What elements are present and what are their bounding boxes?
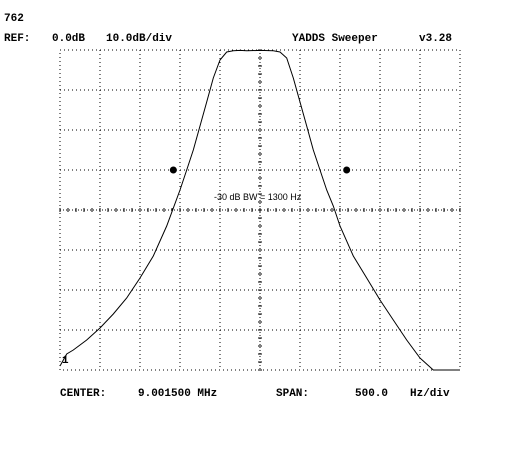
app-version: v3.28 (419, 33, 453, 45)
app-title: YADDS Sweeper (292, 33, 378, 45)
center-frequency: 9.001500 MHz (138, 388, 218, 400)
response-trace (59, 49, 460, 371)
trace-markers (169, 166, 351, 174)
ref-label: REF: (4, 33, 31, 45)
trace-marker-label: 1 (62, 355, 69, 367)
bandwidth-annotation: -30 dB BW = 1300 Hz (214, 192, 302, 202)
center-label: CENTER: (60, 388, 107, 400)
sweep-id: 762 (4, 13, 24, 25)
plot-grid (59, 49, 461, 371)
bw-marker (343, 166, 351, 174)
span-label: SPAN: (276, 388, 310, 400)
bw-marker (169, 166, 177, 174)
span-unit: Hz/div (410, 388, 450, 400)
ref-value: 0.0dB (52, 33, 86, 45)
span-value: 500.0 (355, 388, 389, 400)
scale-per-div: 10.0dB/div (106, 33, 173, 45)
